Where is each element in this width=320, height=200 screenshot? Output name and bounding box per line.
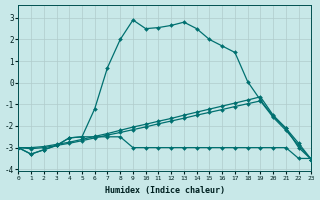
X-axis label: Humidex (Indice chaleur): Humidex (Indice chaleur) [105, 186, 225, 195]
